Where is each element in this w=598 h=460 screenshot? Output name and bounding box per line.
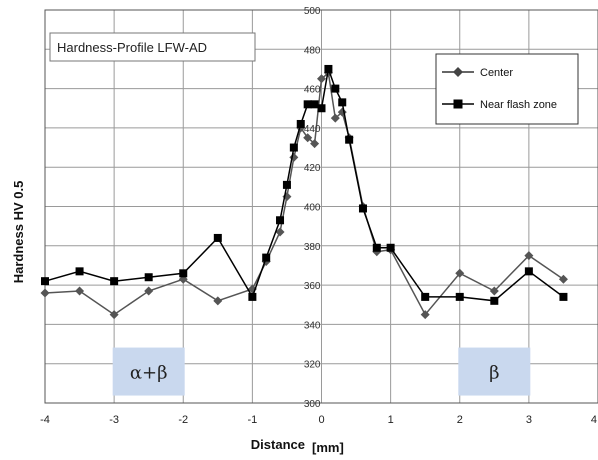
legend-frame (435, 53, 579, 125)
data-point (310, 100, 319, 109)
data-point (330, 113, 340, 123)
x-tick-label: -3 (109, 414, 119, 426)
y-tick-label: 380 (304, 242, 321, 253)
x-axis-title: Distance (251, 437, 305, 452)
data-point (324, 64, 333, 73)
data-point (455, 292, 464, 301)
data-series (40, 64, 568, 320)
data-point (41, 277, 49, 286)
region-box (458, 347, 531, 396)
data-point (345, 135, 354, 144)
data-point (310, 139, 320, 149)
data-point (179, 269, 188, 278)
data-point (213, 233, 222, 242)
data-point (40, 288, 50, 298)
legend-center-marker (453, 67, 463, 77)
plot-frame (44, 9, 598, 404)
title-box: Hardness-Profile LFW-AD (49, 32, 256, 62)
x-tick-label: 3 (526, 414, 532, 426)
data-point (75, 286, 85, 296)
data-point (275, 227, 285, 237)
x-tick-label: 2 (457, 414, 463, 426)
x-tick-label: 0 (318, 414, 324, 426)
y-tick-label: 340 (304, 320, 321, 331)
region-box (112, 347, 185, 396)
data-point (248, 292, 257, 301)
legend-center-label: Center (480, 67, 513, 79)
data-point (420, 310, 430, 320)
data-point (338, 98, 347, 107)
legend-flash-marker (453, 99, 463, 109)
data-point (386, 243, 395, 252)
data-point (331, 84, 340, 93)
data-point (490, 296, 499, 305)
title-box-frame (49, 32, 256, 62)
legend: Center Near flash zone (435, 53, 579, 125)
data-point (296, 119, 305, 128)
y-tick-label: 320 (304, 360, 321, 371)
data-point (317, 74, 326, 84)
data-point (110, 277, 119, 286)
data-point (303, 100, 312, 109)
x-tick-label: -2 (178, 414, 188, 426)
y-axis-title: Hardness HV 0.5 (11, 181, 26, 284)
data-point (524, 251, 534, 261)
x-axis-unit: [mm] (312, 440, 344, 455)
region-annotations: α+β β (112, 347, 531, 396)
data-point (455, 268, 465, 278)
y-tick-label: 360 (304, 281, 321, 292)
data-point (421, 292, 430, 301)
y-tick-labels: 300 320 340 360 380 400 420 440 460 480 500 (304, 6, 321, 410)
data-point (144, 273, 153, 282)
data-point (213, 296, 223, 306)
y-tick-label: 300 (304, 399, 321, 410)
data-point (524, 267, 533, 276)
series-near-flash-zone (41, 64, 568, 305)
y-tick-label: 480 (304, 45, 321, 56)
y-tick-label: 460 (304, 85, 321, 96)
data-point (144, 286, 154, 296)
y-tick-label: 500 (304, 6, 321, 17)
y-tick-label: 440 (304, 124, 321, 135)
data-point (75, 267, 84, 276)
legend-flash-label: Near flash zone (480, 99, 557, 111)
x-tick-label: 1 (388, 414, 394, 426)
data-point (559, 292, 568, 301)
y-tick-label: 400 (304, 203, 321, 214)
data-point (489, 286, 499, 296)
x-tick-label: 4 (591, 414, 597, 426)
data-point (317, 104, 326, 113)
data-point (358, 204, 367, 213)
data-point (289, 143, 298, 152)
region-label: β (489, 363, 499, 384)
x-tick-label: -4 (40, 414, 50, 426)
data-point (276, 216, 285, 225)
chart-title: Hardness-Profile LFW-AD (57, 40, 207, 55)
x-tick-label: -1 (247, 414, 257, 426)
data-point (109, 310, 119, 320)
region-label: α+β (130, 363, 168, 384)
data-point (558, 274, 568, 284)
data-point (372, 243, 381, 252)
x-tick-labels: -4 -3 -2 -1 0 1 2 3 4 (40, 414, 597, 426)
data-point (262, 253, 271, 262)
y-tick-label: 420 (304, 163, 321, 174)
data-point (303, 133, 313, 143)
data-point (282, 180, 291, 189)
